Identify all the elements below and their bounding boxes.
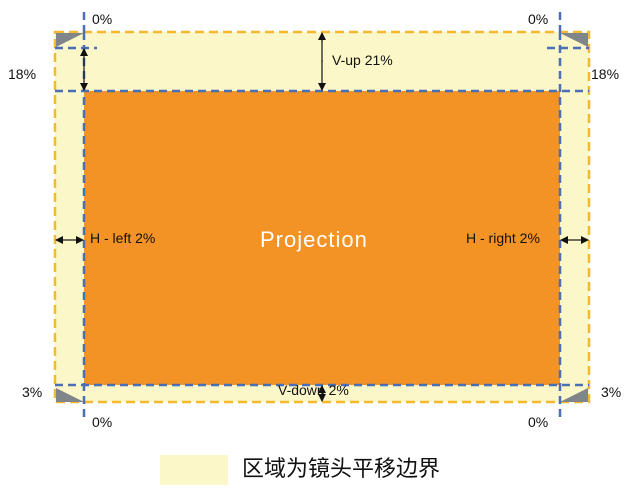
h-left-label: H - left 2% xyxy=(90,230,156,246)
v-up-label: V-up 21% xyxy=(332,52,393,68)
corner-marker-top-left xyxy=(56,33,84,47)
left-top-offset-label: 18% xyxy=(8,66,37,82)
corner-label-bottom-right: 0% xyxy=(528,414,549,430)
corner-label-bottom-left: 0% xyxy=(92,414,113,430)
v-down-label: V-down 2% xyxy=(278,382,349,398)
corner-marker-top-right xyxy=(560,33,588,47)
corner-label-top-right: 0% xyxy=(528,11,549,27)
corner-label-top-left: 0% xyxy=(92,11,113,27)
corner-marker-bottom-right xyxy=(560,388,588,402)
right-bottom-offset-label: 3% xyxy=(601,384,622,400)
left-bottom-offset-label: 3% xyxy=(22,384,43,400)
h-right-label: H - right 2% xyxy=(466,230,540,246)
legend-swatch xyxy=(160,455,228,485)
right-top-offset-label: 18% xyxy=(591,66,620,82)
legend-label: 区域为镜头平移边界 xyxy=(242,457,441,482)
projection-area xyxy=(84,91,560,385)
corner-marker-bottom-left xyxy=(56,388,84,402)
projection-label: Projection xyxy=(260,227,368,252)
